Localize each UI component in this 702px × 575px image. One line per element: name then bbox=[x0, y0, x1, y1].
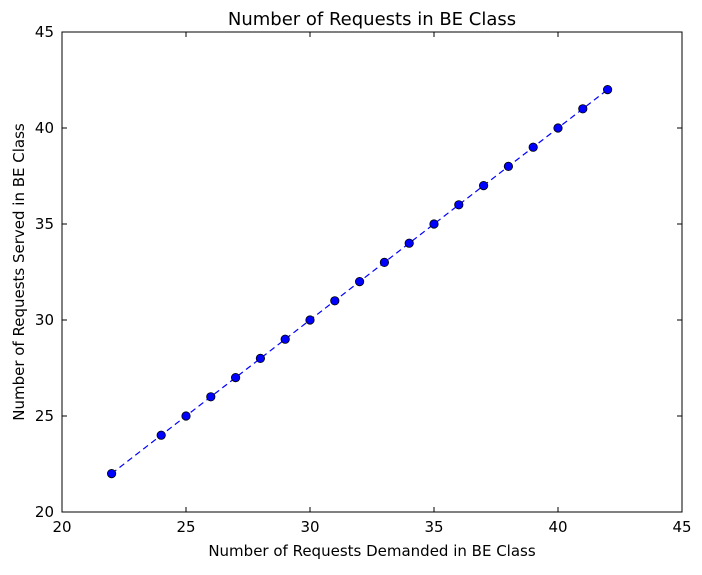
x-tick-label: 40 bbox=[548, 518, 567, 536]
series-layer bbox=[107, 85, 613, 479]
x-tick-label: 35 bbox=[424, 518, 443, 536]
data-point bbox=[503, 161, 513, 171]
chart-title: Number of Requests in BE Class bbox=[228, 9, 516, 30]
data-point bbox=[107, 468, 117, 479]
y-tick-label: 40 bbox=[35, 119, 54, 137]
plot-area-frame bbox=[61, 31, 683, 513]
data-point bbox=[156, 430, 166, 440]
data-point bbox=[602, 85, 613, 95]
data-point bbox=[354, 276, 365, 287]
data-point bbox=[553, 123, 563, 133]
y-tick-label: 25 bbox=[35, 407, 54, 425]
y-tick-label: 30 bbox=[35, 311, 54, 329]
y-axis-label: Number of Requests Served in BE Class bbox=[10, 123, 28, 421]
y-axis-ticks bbox=[62, 31, 682, 513]
y-axis-tick-labels: 20 25 30 35 40 45 bbox=[35, 23, 54, 521]
data-point bbox=[181, 411, 191, 421]
y-tick-label: 35 bbox=[35, 215, 54, 233]
data-point bbox=[429, 219, 439, 229]
y-tick-label: 45 bbox=[35, 23, 54, 41]
data-point bbox=[231, 372, 241, 383]
data-point bbox=[528, 142, 538, 152]
data-point bbox=[206, 392, 216, 402]
data-point bbox=[478, 181, 489, 191]
x-tick-label: 20 bbox=[52, 518, 71, 536]
data-point bbox=[280, 334, 290, 344]
x-axis-tick-labels: 20 25 30 35 40 45 bbox=[52, 518, 691, 536]
x-tick-label: 25 bbox=[176, 518, 195, 536]
data-point bbox=[578, 104, 588, 114]
data-point bbox=[379, 257, 389, 267]
data-point bbox=[404, 238, 414, 248]
data-point bbox=[255, 353, 265, 363]
y-tick-label: 20 bbox=[35, 503, 54, 521]
x-tick-label: 45 bbox=[672, 518, 691, 536]
x-tick-label: 30 bbox=[300, 518, 319, 536]
series-line bbox=[111, 89, 608, 475]
x-axis-label: Number of Requests Demanded in BE Class bbox=[208, 542, 536, 560]
data-point bbox=[330, 296, 340, 306]
data-point bbox=[305, 315, 315, 325]
x-axis-ticks bbox=[61, 32, 683, 512]
data-point bbox=[454, 200, 464, 210]
